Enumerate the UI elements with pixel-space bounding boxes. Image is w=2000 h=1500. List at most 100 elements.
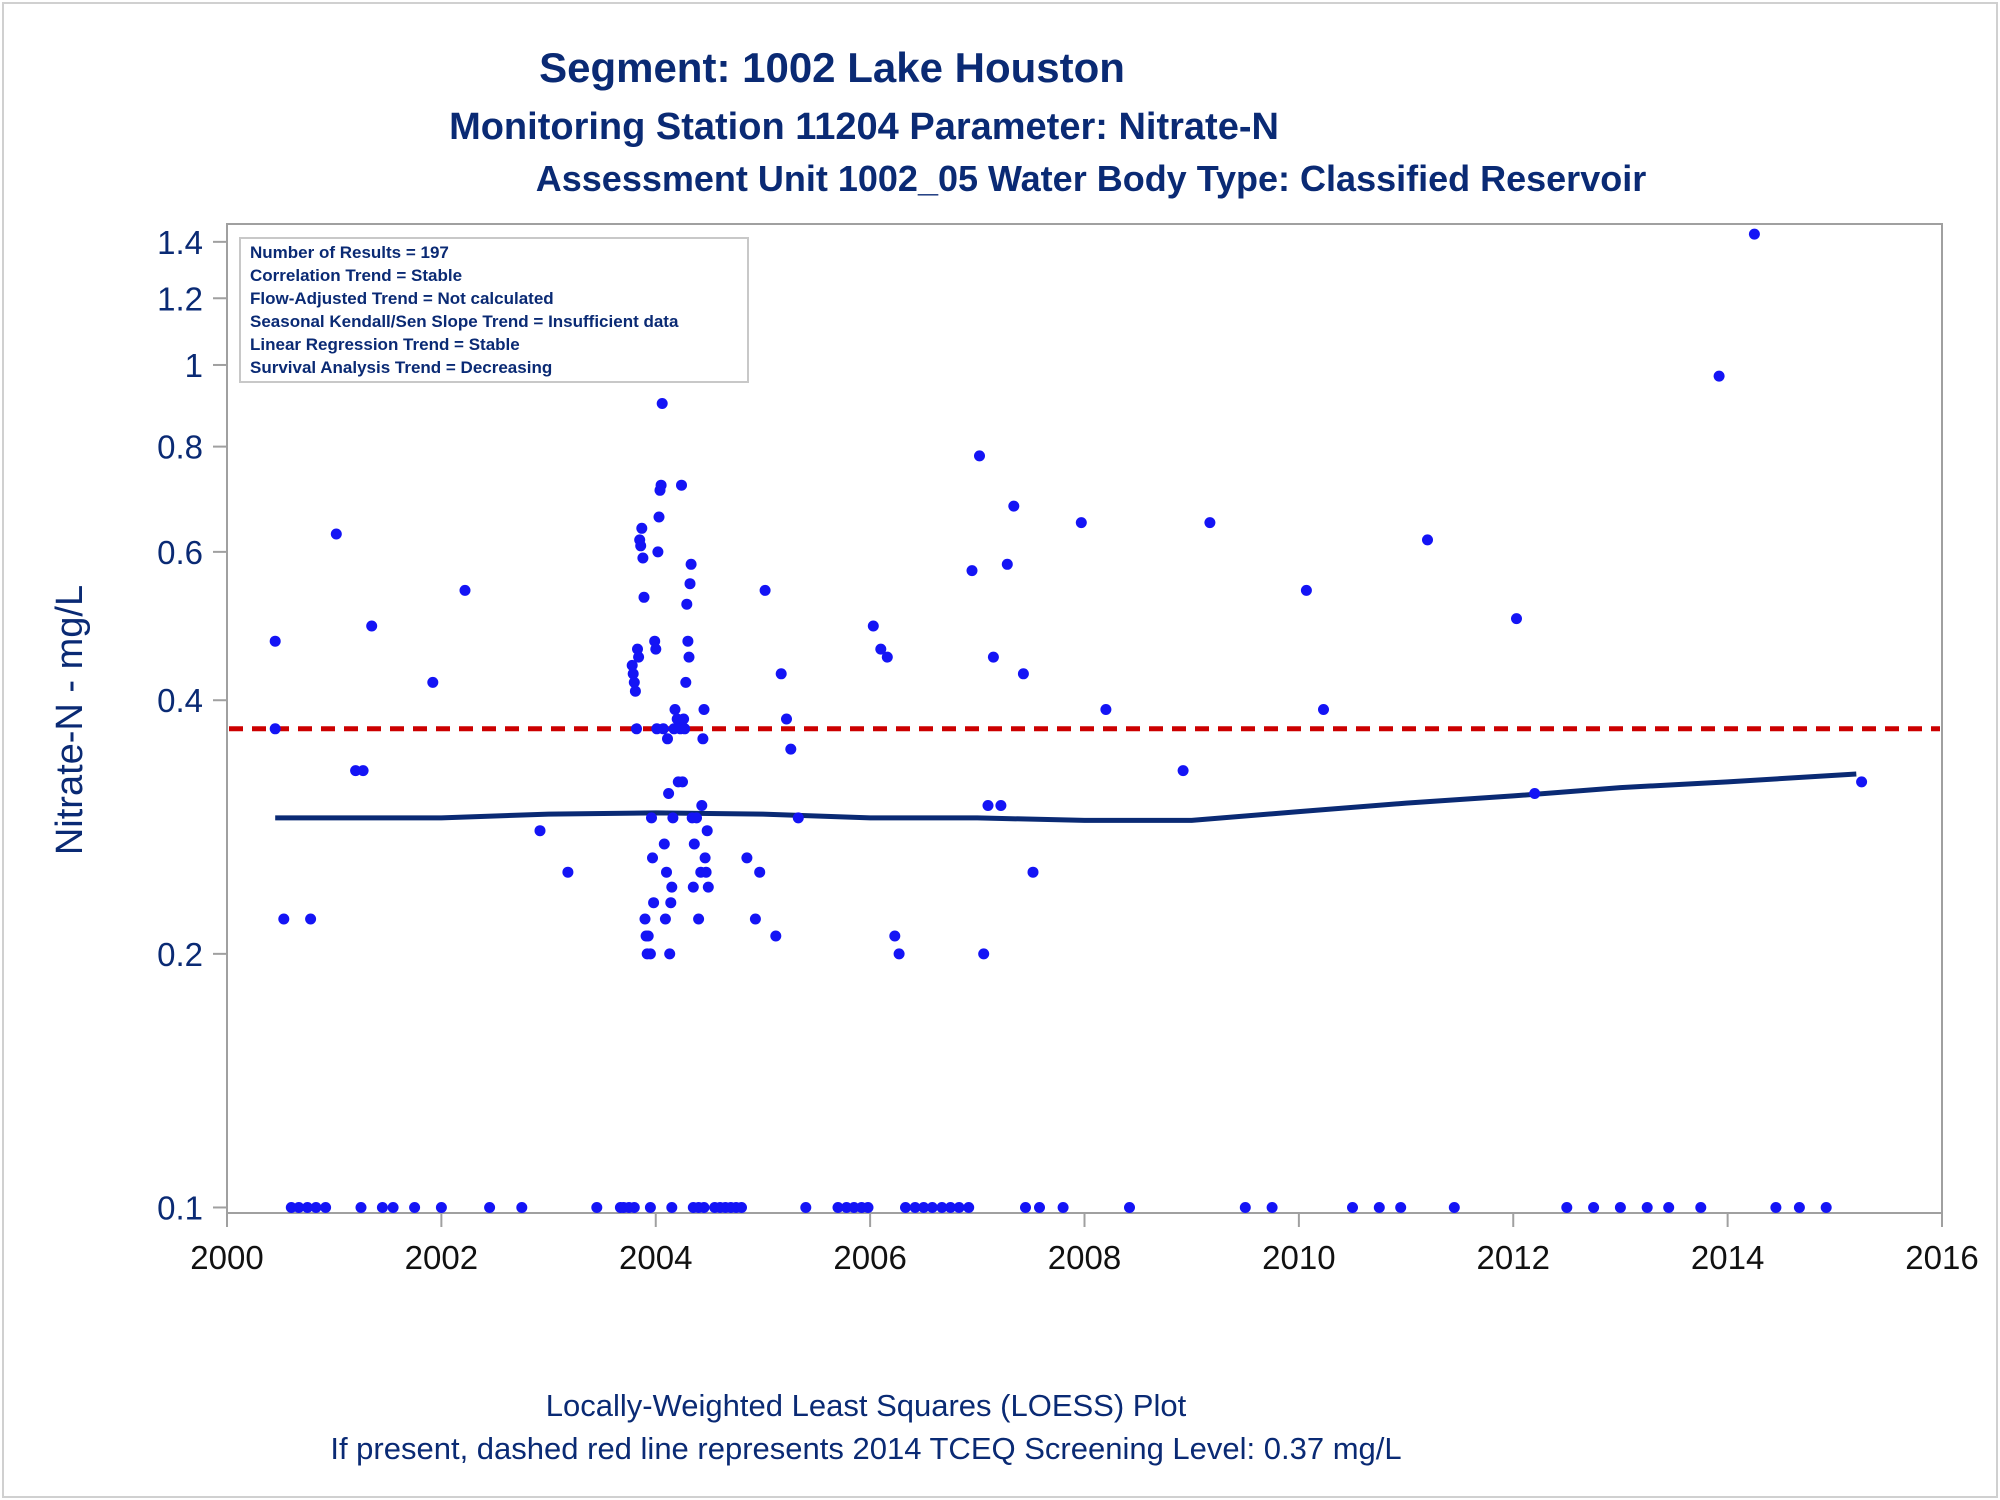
data-point	[1124, 1202, 1135, 1213]
data-point	[653, 511, 665, 523]
data-point	[918, 1202, 930, 1213]
data-point	[661, 866, 672, 878]
data-point	[1713, 370, 1725, 382]
data-point	[889, 930, 901, 942]
data-point	[665, 897, 677, 909]
data-point	[1663, 1202, 1675, 1213]
x-tick-label: 2004	[619, 1239, 692, 1276]
data-point	[516, 1202, 528, 1213]
data-point	[893, 948, 905, 960]
data-point	[966, 565, 978, 577]
data-point	[698, 1202, 710, 1213]
data-point	[759, 584, 771, 596]
x-tick-label: 2016	[1905, 1239, 1978, 1276]
data-point	[701, 825, 713, 837]
data-point	[376, 1202, 388, 1213]
data-point	[682, 635, 694, 647]
data-point	[680, 676, 692, 688]
data-point	[639, 913, 651, 925]
data-point	[656, 398, 668, 409]
data-point	[963, 1202, 975, 1213]
data-point	[781, 713, 792, 725]
data-point	[987, 651, 999, 663]
data-point	[659, 913, 671, 925]
data-point	[978, 948, 990, 960]
data-point	[1057, 1202, 1069, 1213]
data-point	[293, 1202, 305, 1213]
data-point	[1017, 668, 1029, 680]
data-point	[1588, 1202, 1600, 1213]
data-point	[688, 838, 700, 850]
x-axis: 2000 2002 2004 2006 2008 2010 2012 2014 2016	[190, 1213, 1979, 1276]
data-point	[700, 866, 712, 878]
data-point	[1748, 228, 1760, 240]
data-point	[658, 838, 670, 850]
data-point	[800, 1202, 812, 1213]
data-point	[1347, 1202, 1358, 1213]
data-point	[435, 1202, 447, 1213]
data-point	[667, 812, 679, 824]
data-point	[666, 1202, 678, 1213]
data-point	[775, 668, 787, 680]
data-point	[669, 704, 681, 715]
data-point	[628, 1202, 640, 1213]
x-tick-label: 2010	[1262, 1239, 1335, 1276]
data-point	[1177, 765, 1189, 777]
data-point	[366, 620, 378, 632]
legend-line-4: Seasonal Kendall/Sen Slope Trend = Insuf…	[250, 312, 679, 331]
data-point	[1395, 1202, 1407, 1213]
data-point	[936, 1202, 948, 1213]
data-point	[785, 743, 797, 755]
data-point	[697, 733, 709, 745]
legend-line-1: Number of Results = 197	[250, 243, 449, 262]
data-point	[310, 1202, 322, 1213]
data-point	[1008, 500, 1020, 512]
data-point	[626, 659, 638, 671]
data-point	[642, 930, 654, 942]
footnote-1: Locally-Weighted Least Squares (LOESS) P…	[546, 1388, 1187, 1423]
legend-line-3: Flow-Adjusted Trend = Not calculated	[250, 289, 554, 308]
data-point	[1695, 1202, 1707, 1213]
y-tick-label: 1	[185, 347, 203, 384]
data-point	[484, 1202, 496, 1213]
data-point	[1770, 1202, 1782, 1213]
data-point	[702, 881, 714, 893]
data-point	[900, 1202, 911, 1213]
data-point	[691, 812, 702, 824]
data-point	[663, 788, 675, 799]
data-point	[631, 723, 642, 735]
data-point	[647, 852, 658, 864]
data-point	[677, 776, 688, 788]
x-tick-label: 2006	[833, 1239, 906, 1276]
data-point	[459, 584, 471, 596]
data-point	[875, 643, 887, 655]
data-point	[666, 881, 678, 893]
data-point	[320, 1202, 332, 1213]
data-point	[1204, 517, 1216, 529]
data-point	[664, 948, 676, 960]
chart-svg: Segment: 1002 Lake Houston Monitoring St…	[49, 44, 1979, 1466]
data-point	[862, 1202, 874, 1213]
x-tick-label: 2002	[405, 1239, 478, 1276]
data-point	[1027, 866, 1039, 878]
y-axis: 0.1 0.2 0.4 0.6 0.8 1 1.2 1.4	[157, 224, 227, 1226]
data-point	[644, 948, 656, 960]
y-tick-label: 0.6	[157, 534, 203, 571]
data-point	[629, 685, 641, 697]
data-point	[687, 881, 699, 893]
data-point	[1422, 534, 1433, 546]
x-tick-label: 2000	[190, 1239, 263, 1276]
data-point	[881, 651, 893, 663]
data-point	[741, 852, 753, 864]
footnote-2: If present, dashed red line represents 2…	[330, 1431, 1401, 1466]
legend-line-5: Linear Regression Trend = Stable	[250, 335, 520, 354]
data-point	[1034, 1202, 1045, 1213]
data-point	[678, 713, 690, 725]
data-point	[650, 643, 662, 655]
y-tick-label: 1.2	[157, 280, 203, 317]
trend-legend-box: Number of Results = 197 Correlation Tren…	[239, 237, 749, 383]
data-point	[646, 812, 657, 824]
loess-curve	[275, 771, 1857, 823]
chart-title: Segment: 1002 Lake Houston	[539, 44, 1125, 91]
data-point	[1820, 1202, 1832, 1213]
